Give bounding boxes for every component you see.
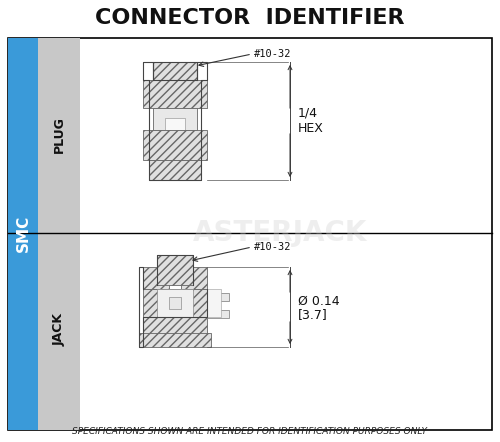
Bar bbox=[143, 267, 169, 289]
Text: JACK: JACK bbox=[52, 313, 66, 347]
Bar bbox=[165, 118, 185, 130]
Bar bbox=[143, 130, 207, 160]
Text: ASTERJACK: ASTERJACK bbox=[193, 219, 367, 247]
Bar bbox=[157, 289, 193, 317]
Text: #10-32: #10-32 bbox=[254, 242, 292, 252]
Text: 1/4
HEX: 1/4 HEX bbox=[298, 107, 324, 136]
Bar bbox=[157, 255, 193, 285]
Bar bbox=[169, 297, 181, 309]
Bar bbox=[8, 38, 38, 430]
Text: Ø 0.14: Ø 0.14 bbox=[298, 294, 340, 308]
Bar bbox=[143, 80, 207, 108]
Text: SMC: SMC bbox=[16, 214, 30, 251]
Text: #10-32: #10-32 bbox=[254, 49, 292, 59]
Bar bbox=[38, 38, 80, 430]
Bar bbox=[207, 289, 221, 317]
Bar bbox=[207, 293, 229, 301]
Bar bbox=[207, 310, 229, 318]
Bar bbox=[153, 108, 197, 130]
Text: [3.7]: [3.7] bbox=[298, 309, 328, 321]
Bar bbox=[181, 267, 207, 289]
Text: SPECIFICATIONS SHOWN ARE INTENDED FOR IDENTIFICATION PURPOSES ONLY: SPECIFICATIONS SHOWN ARE INTENDED FOR ID… bbox=[72, 427, 428, 437]
Bar bbox=[8, 38, 492, 430]
Bar bbox=[143, 289, 207, 317]
Bar bbox=[139, 333, 211, 347]
Text: PLUG: PLUG bbox=[52, 117, 66, 153]
Bar bbox=[149, 160, 201, 180]
Text: CONNECTOR  IDENTIFIER: CONNECTOR IDENTIFIER bbox=[95, 8, 405, 28]
Bar bbox=[153, 62, 197, 80]
Bar bbox=[143, 317, 207, 341]
